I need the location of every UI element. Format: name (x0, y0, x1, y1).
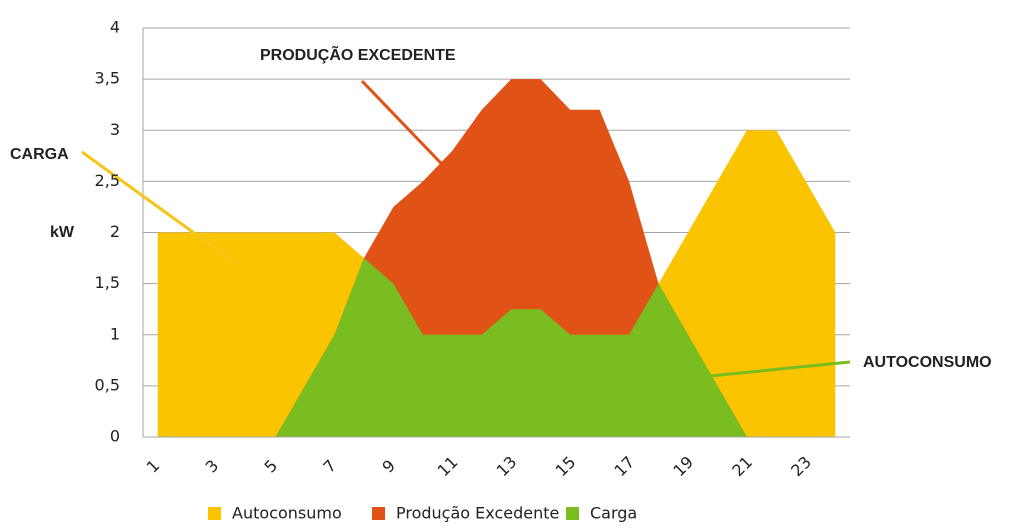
legend-label: Autoconsumo (232, 504, 342, 523)
annotation: PRODUÇÃO EXCEDENTE (260, 44, 456, 64)
annotation-line (589, 360, 851, 390)
x-tick-label: 13 (493, 452, 521, 480)
x-tick-label: 23 (787, 452, 815, 480)
annotation-line (360, 79, 462, 185)
legend-label: Carga (590, 504, 637, 523)
y-tick-label: 1 (110, 324, 120, 343)
annotation-line (81, 150, 238, 266)
legend-swatch (208, 507, 221, 520)
legend-swatch (372, 507, 385, 520)
legend-swatch (566, 507, 579, 520)
x-tick-label: 7 (319, 456, 340, 477)
y-tick-label: 0 (110, 427, 120, 446)
x-tick-label: 19 (669, 452, 697, 480)
area (157, 258, 836, 437)
x-tick-label: 3 (202, 456, 223, 477)
annotation: CARGA (10, 146, 69, 163)
x-tick-label: 1 (143, 456, 164, 477)
y-tick-label: 2 (110, 222, 120, 241)
annotation: AUTOCONSUMO (863, 354, 992, 371)
plot (142, 27, 850, 438)
y-axis-label: kW (50, 224, 75, 241)
y-tick-label: 3 (110, 120, 120, 139)
x-tick-label: 9 (378, 456, 399, 477)
y-tick-label: 3,5 (95, 69, 120, 88)
legend-label: Produção Excedente (396, 504, 559, 523)
x-tick-label: 21 (728, 452, 756, 480)
y-tick-label: 1,5 (95, 273, 120, 292)
y-tick-label: 2,5 (95, 171, 120, 190)
x-tick-label: 5 (261, 456, 282, 477)
y-tick-label: 4 (110, 18, 120, 37)
x-tick-label: 17 (610, 452, 638, 480)
x-tick-label: 11 (434, 452, 462, 480)
y-tick-label: 0,5 (95, 375, 120, 394)
x-tick-label: 15 (552, 452, 580, 480)
